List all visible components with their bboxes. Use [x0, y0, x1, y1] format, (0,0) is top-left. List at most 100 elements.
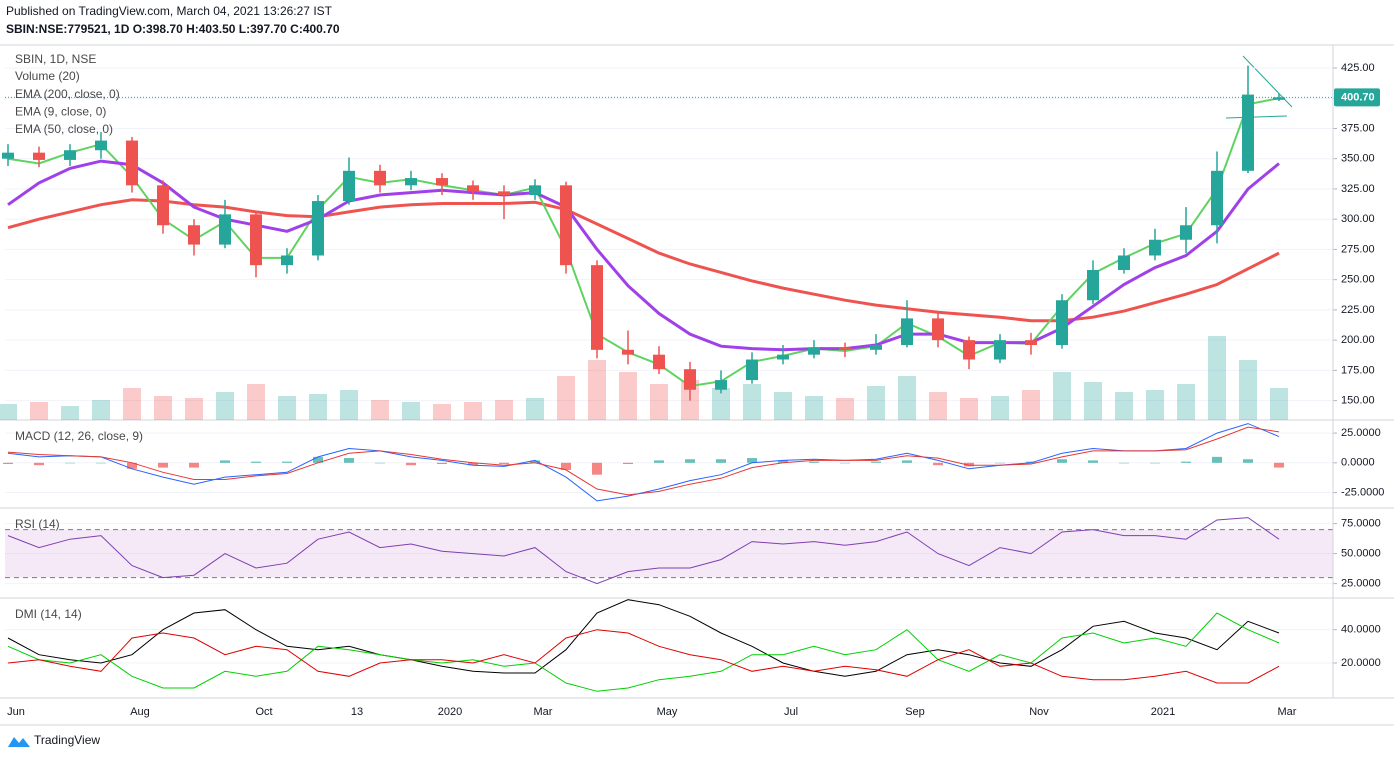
volume-bar [712, 388, 730, 420]
volume-bar [371, 400, 389, 420]
histogram-bar [499, 462, 509, 464]
volume-bar [650, 384, 668, 420]
volume-bar [1022, 390, 1040, 420]
indicator-line [7, 599, 1280, 677]
histogram-bar [685, 459, 695, 463]
histogram-bar [995, 462, 1005, 464]
volume-bar [464, 402, 482, 420]
volume-bar [588, 360, 606, 420]
candle-body [1273, 97, 1285, 100]
y-tick-label: 25.0000 [1341, 427, 1381, 439]
y-tick-label: 25.0000 [1341, 578, 1381, 590]
candle-body [1149, 239, 1161, 256]
y-tick-label: 175.00 [1341, 364, 1375, 376]
volume-bar [1177, 384, 1195, 420]
y-tick-label: 150.00 [1341, 395, 1375, 407]
legend-title: SBIN, 1D, NSE [15, 52, 96, 66]
candle-body [808, 347, 820, 355]
volume-bar [433, 404, 451, 420]
y-tick-label: 375.00 [1341, 122, 1375, 134]
candle-body [1242, 94, 1254, 171]
quote-line: SBIN:NSE:779521, 1D O:398.70 H:403.50 L:… [6, 22, 340, 36]
candle-body [312, 201, 324, 256]
candle-body [250, 214, 262, 266]
volume-bar [402, 402, 420, 420]
histogram-bar [375, 462, 385, 464]
histogram-bar [809, 461, 819, 463]
candle-body [95, 140, 107, 151]
histogram-bar [220, 460, 230, 463]
histogram-bar [1026, 461, 1036, 463]
volume-bar [557, 376, 575, 420]
histogram-bar [96, 462, 106, 464]
histogram-bar [871, 461, 881, 463]
histogram-bar [1181, 461, 1191, 463]
volume-bar [867, 386, 885, 420]
candle-body [2, 152, 14, 159]
volume-bar [526, 398, 544, 420]
y-tick-label: -25.0000 [1341, 486, 1384, 498]
histogram-bar [747, 458, 757, 463]
y-tick-label: 300.00 [1341, 213, 1375, 225]
y-tick-label: 350.00 [1341, 153, 1375, 165]
histogram-bar [1119, 462, 1129, 464]
volume-bar [92, 400, 110, 420]
candle-body [963, 340, 975, 360]
candle-body [839, 347, 851, 350]
band-fill [5, 529, 1333, 578]
histogram-bar [902, 460, 912, 463]
volume-bar [774, 392, 792, 420]
indicator-line [7, 423, 1280, 502]
candle-body [64, 150, 76, 160]
histogram-bar [437, 462, 447, 464]
candle-body [1118, 255, 1130, 270]
histogram-bar [3, 462, 13, 464]
histogram-bar [1150, 462, 1160, 464]
x-tick-label: Sep [905, 706, 925, 718]
footer-logo: TradingView [8, 733, 100, 747]
y-tick-label: 50.0000 [1341, 548, 1381, 560]
y-tick-label: 325.00 [1341, 183, 1375, 195]
footer-brand: TradingView [34, 733, 100, 747]
histogram-bar [1243, 459, 1253, 463]
x-tick-label: 2021 [1151, 706, 1175, 718]
histogram-bar [65, 462, 75, 464]
histogram-bar [778, 460, 788, 463]
volume-bar [991, 396, 1009, 420]
volume-bar [960, 398, 978, 420]
volume-bar [898, 376, 916, 420]
candle-body [33, 152, 45, 160]
histogram-bar [251, 461, 261, 463]
y-tick-label: 75.0000 [1341, 518, 1381, 530]
histogram-bar [1088, 460, 1098, 463]
x-tick-label: Aug [130, 706, 150, 718]
histogram-bar [964, 462, 974, 467]
candle-body [994, 340, 1006, 360]
candle-body [932, 318, 944, 341]
y-tick-label: 425.00 [1341, 62, 1375, 74]
volume-bar [1053, 372, 1071, 420]
volume-bar [1239, 360, 1257, 420]
candle-body [684, 369, 696, 390]
volume-bar [154, 396, 172, 420]
candle-body [1087, 270, 1099, 301]
volume-bar [61, 406, 79, 420]
candle-body [405, 178, 417, 186]
x-tick-label: Jun [7, 706, 25, 718]
volume-bar [278, 396, 296, 420]
histogram-bar [1212, 456, 1222, 463]
x-tick-label: Mar [1278, 706, 1297, 718]
indicator-line [7, 517, 1280, 585]
histogram-bar [189, 462, 199, 468]
histogram-bar [406, 462, 416, 466]
x-tick-label: Mar [534, 706, 553, 718]
volume-bar [1270, 388, 1288, 420]
panel-title: RSI (14) [15, 517, 60, 531]
histogram-bar [623, 462, 633, 464]
volume-bar [123, 388, 141, 420]
y-tick-label: 20.0000 [1341, 657, 1381, 669]
volume-bar [929, 392, 947, 420]
x-tick-label: 13 [351, 706, 363, 718]
candle-body [374, 170, 386, 186]
